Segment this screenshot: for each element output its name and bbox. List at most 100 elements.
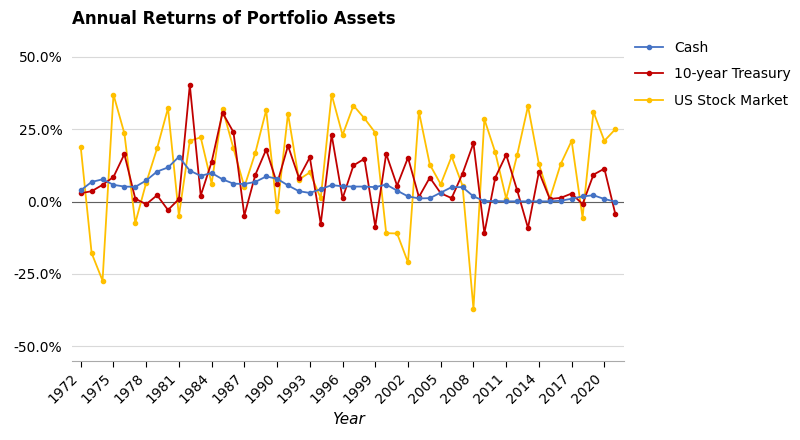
Cash [370, 184, 380, 190]
10-year Treasury [414, 194, 424, 200]
Cash [502, 199, 511, 204]
10-year Treasury [403, 155, 413, 160]
10-year Treasury [523, 225, 533, 231]
US Stock Market [599, 138, 609, 143]
Cash [109, 182, 118, 187]
Cash [447, 184, 457, 190]
US Stock Market [218, 106, 227, 111]
Cash [283, 183, 293, 188]
Cash [425, 195, 434, 201]
Cash [414, 196, 424, 201]
US Stock Market [262, 107, 271, 113]
US Stock Market [283, 111, 293, 116]
US Stock Market [392, 231, 402, 236]
Cash [174, 154, 184, 159]
10-year Treasury [392, 183, 402, 188]
Cash [490, 198, 500, 204]
10-year Treasury [447, 195, 457, 201]
US Stock Market [174, 213, 184, 218]
Cash [207, 170, 217, 176]
10-year Treasury [567, 191, 577, 196]
Cash [382, 182, 391, 187]
US Stock Market [447, 154, 457, 159]
Cash [403, 194, 413, 199]
10-year Treasury [370, 224, 380, 229]
Cash [578, 194, 587, 199]
US Stock Market [469, 306, 478, 312]
Cash [262, 174, 271, 179]
10-year Treasury [294, 175, 304, 180]
10-year Treasury [163, 207, 173, 213]
10-year Treasury [359, 156, 369, 161]
Cash [294, 189, 304, 194]
10-year Treasury [382, 151, 391, 157]
10-year Treasury [272, 181, 282, 186]
US Stock Market [545, 196, 554, 202]
US Stock Market [382, 231, 391, 236]
US Stock Market [578, 215, 587, 220]
US Stock Market [502, 196, 511, 202]
US Stock Market [294, 177, 304, 182]
Cash [338, 183, 347, 189]
US Stock Market [98, 278, 107, 283]
10-year Treasury [305, 155, 314, 160]
Cash [479, 198, 489, 204]
Cash [196, 173, 206, 179]
Cash [76, 188, 86, 193]
Cash [316, 187, 326, 192]
Cash [239, 181, 249, 187]
10-year Treasury [327, 132, 337, 137]
Cash [458, 184, 467, 190]
10-year Treasury [119, 151, 129, 157]
Cash [152, 169, 162, 174]
10-year Treasury [142, 202, 151, 207]
10-year Treasury [545, 196, 554, 202]
Cash [272, 176, 282, 181]
Cash [130, 184, 140, 190]
10-year Treasury [218, 110, 227, 115]
10-year Treasury [556, 195, 566, 201]
Line: 10-year Treasury: 10-year Treasury [78, 83, 618, 235]
10-year Treasury [469, 140, 478, 146]
10-year Treasury [490, 175, 500, 180]
Line: Cash: Cash [78, 155, 618, 204]
10-year Treasury [196, 193, 206, 198]
Cash [142, 178, 151, 183]
Cash [469, 194, 478, 199]
Cash [556, 198, 566, 203]
US Stock Market [425, 162, 434, 167]
Cash [610, 199, 620, 204]
X-axis label: Year: Year [332, 412, 364, 427]
10-year Treasury [502, 152, 511, 158]
10-year Treasury [338, 196, 347, 201]
10-year Treasury [239, 213, 249, 218]
10-year Treasury [458, 171, 467, 176]
US Stock Market [567, 138, 577, 143]
10-year Treasury [589, 172, 598, 177]
US Stock Market [556, 161, 566, 167]
US Stock Market [229, 146, 238, 151]
US Stock Market [239, 184, 249, 190]
US Stock Market [272, 208, 282, 213]
Cash [599, 196, 609, 202]
Cash [218, 177, 227, 182]
10-year Treasury [610, 211, 620, 216]
10-year Treasury [425, 175, 434, 180]
Cash [512, 199, 522, 204]
Cash [250, 179, 260, 184]
10-year Treasury [262, 147, 271, 152]
US Stock Market [185, 138, 194, 143]
10-year Treasury [207, 159, 217, 165]
10-year Treasury [98, 182, 107, 187]
Cash [185, 168, 194, 173]
Cash [392, 188, 402, 193]
Cash [545, 199, 554, 204]
Cash [589, 193, 598, 198]
US Stock Market [316, 195, 326, 201]
10-year Treasury [349, 163, 358, 168]
10-year Treasury [87, 189, 97, 194]
US Stock Market [490, 150, 500, 155]
Line: US Stock Market: US Stock Market [78, 92, 618, 311]
US Stock Market [370, 130, 380, 136]
US Stock Market [534, 161, 544, 167]
